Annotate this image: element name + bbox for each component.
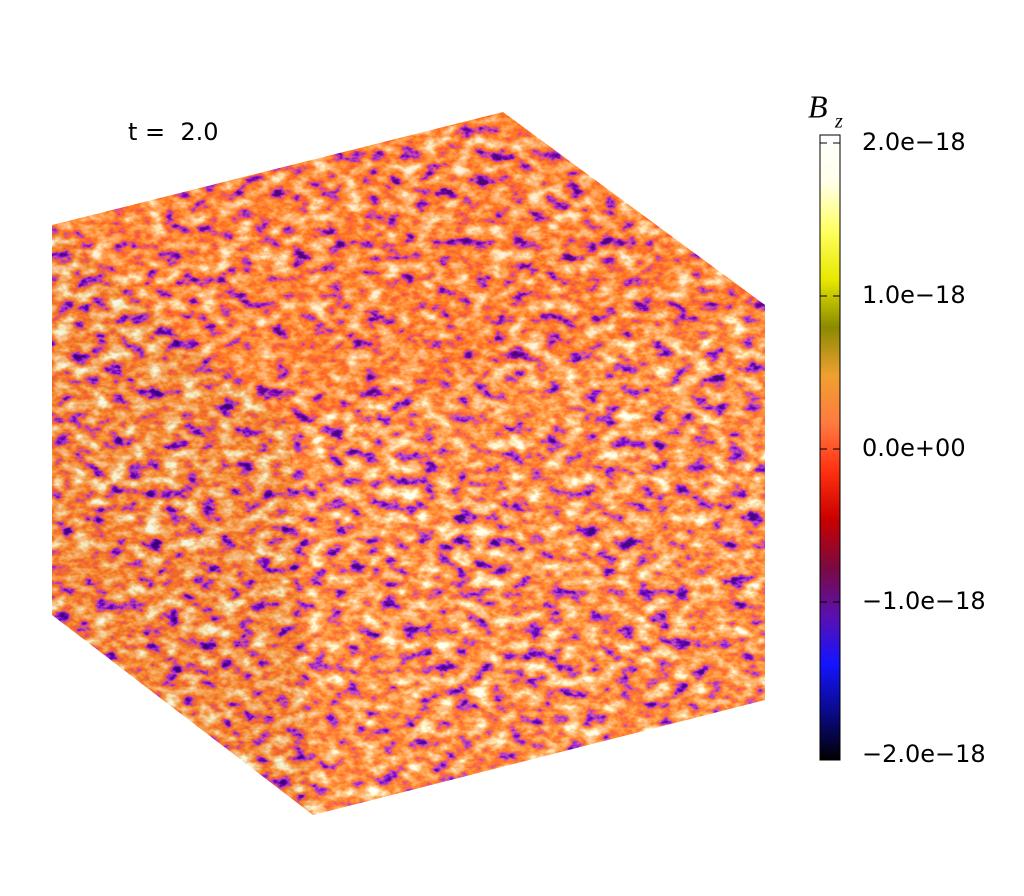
left-face	[52, 225, 313, 815]
time-annotation: t = 2.0	[128, 118, 219, 146]
colorbar-tick-label: −2.0e−18	[862, 740, 986, 768]
top-face	[52, 112, 765, 425]
colorbar-tick-label: −1.0e−18	[862, 587, 986, 615]
colorbar-label: B	[808, 88, 828, 124]
colorbar-tick-label: 0.0e+00	[862, 434, 966, 462]
colorbar-label-subscript: z	[834, 111, 843, 133]
colorbar	[819, 134, 841, 761]
colorbar-tick-label: 2.0e−18	[862, 128, 966, 156]
colorbar-tick-label: 1.0e−18	[862, 281, 966, 309]
